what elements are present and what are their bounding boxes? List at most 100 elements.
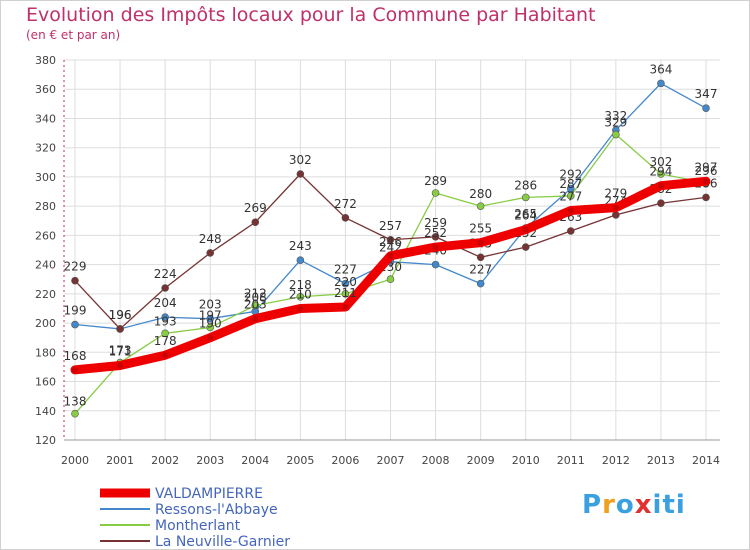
- data-label: 347: [695, 87, 718, 101]
- data-label: 246: [379, 235, 402, 249]
- data-label: 264: [514, 209, 537, 223]
- y-tick-label: 320: [35, 142, 56, 155]
- data-label: 204: [154, 296, 177, 310]
- data-point: [71, 409, 79, 418]
- data-point: [432, 244, 439, 251]
- data-point: [566, 227, 575, 235]
- x-tick-label: 2005: [286, 454, 314, 467]
- data-label: 332: [604, 109, 627, 123]
- data-point: [657, 79, 665, 88]
- logo-letter: P: [582, 490, 603, 520]
- x-tick-label: 2001: [106, 454, 134, 467]
- x-tick-label: 2003: [196, 454, 224, 467]
- data-label: 173: [109, 344, 132, 358]
- data-point: [161, 329, 169, 338]
- data-point: [71, 320, 79, 329]
- data-point: [206, 323, 215, 332]
- data-label: 292: [559, 168, 582, 182]
- data-label: 302: [289, 153, 312, 167]
- logo-letter: r: [602, 490, 616, 520]
- data-label: 243: [289, 239, 312, 253]
- data-point: [342, 304, 349, 310]
- data-point: [702, 104, 710, 113]
- data-point: [117, 362, 124, 369]
- y-tick-label: 380: [35, 54, 56, 67]
- data-label: 224: [154, 267, 177, 281]
- data-point: [162, 352, 169, 359]
- data-label: 277: [559, 190, 582, 204]
- data-point: [567, 207, 574, 214]
- y-tick-label: 340: [35, 112, 56, 125]
- x-tick-label: 2007: [377, 454, 405, 467]
- data-label: 269: [244, 201, 267, 215]
- x-tick-label: 2004: [241, 454, 269, 467]
- data-point: [161, 284, 169, 292]
- data-label: 208: [244, 290, 267, 304]
- y-tick-label: 300: [35, 171, 56, 184]
- legend-label: VALDAMPIERRE: [155, 486, 263, 502]
- y-tick-label: 180: [35, 346, 56, 359]
- data-point: [387, 252, 394, 259]
- logo-letter: t: [662, 490, 676, 520]
- x-tick-label: 2012: [602, 454, 630, 467]
- data-label: 178: [154, 334, 177, 348]
- data-point: [72, 366, 78, 373]
- legend-label: La Neuville-Garnier: [155, 534, 290, 550]
- chart-title: Evolution des Impôts locaux pour la Comm…: [26, 4, 596, 26]
- data-label: 212: [244, 287, 267, 301]
- data-point: [207, 334, 214, 341]
- data-point: [296, 256, 305, 265]
- y-tick-label: 160: [35, 376, 56, 389]
- x-tick-label: 2006: [331, 454, 359, 467]
- data-label: 248: [199, 232, 222, 246]
- data-point: [71, 276, 79, 285]
- data-label: 210: [289, 287, 312, 301]
- data-point: [431, 260, 440, 269]
- data-point: [657, 199, 665, 208]
- data-label: 193: [154, 314, 177, 328]
- data-label: 286: [514, 178, 537, 192]
- data-label: 229: [64, 260, 87, 274]
- data-point: [251, 301, 260, 310]
- data-label: 197: [199, 308, 222, 322]
- data-label: 196: [109, 308, 132, 322]
- data-label: 227: [469, 263, 492, 277]
- x-tick-label: 2014: [692, 454, 720, 467]
- data-label: 302: [649, 155, 672, 169]
- y-tick-label: 200: [35, 317, 56, 330]
- data-point: [703, 178, 709, 185]
- data-point: [386, 275, 395, 284]
- y-tick-label: 260: [35, 229, 56, 242]
- data-point: [702, 193, 710, 202]
- logo-letter: i: [675, 490, 686, 520]
- data-label: 220: [334, 275, 357, 289]
- data-label: 168: [64, 349, 87, 363]
- x-tick-label: 2010: [512, 454, 540, 467]
- data-label: 259: [424, 216, 447, 230]
- data-point: [252, 315, 259, 322]
- data-label: 190: [199, 317, 222, 331]
- data-label: 196: [109, 308, 132, 322]
- logo-letter: i: [652, 490, 663, 520]
- data-point: [296, 170, 305, 178]
- data-label: 252: [424, 226, 447, 240]
- data-point: [431, 233, 440, 241]
- data-point: [612, 204, 619, 211]
- data-label: 364: [649, 62, 672, 76]
- data-label: 265: [514, 207, 537, 221]
- data-point: [386, 235, 395, 244]
- data-label: 171: [109, 344, 132, 358]
- data-point: [657, 182, 664, 189]
- data-point: [657, 170, 665, 178]
- data-label: 211: [334, 286, 357, 300]
- data-label: 289: [424, 174, 447, 188]
- data-point: [476, 279, 485, 288]
- data-label: 296: [695, 164, 718, 178]
- data-label: 218: [289, 278, 312, 292]
- data-label: 294: [649, 165, 672, 179]
- data-label: 199: [64, 304, 87, 318]
- y-tick-label: 240: [35, 259, 56, 272]
- x-tick-label: 2000: [61, 454, 89, 467]
- legend-label: Montherlant: [155, 518, 241, 534]
